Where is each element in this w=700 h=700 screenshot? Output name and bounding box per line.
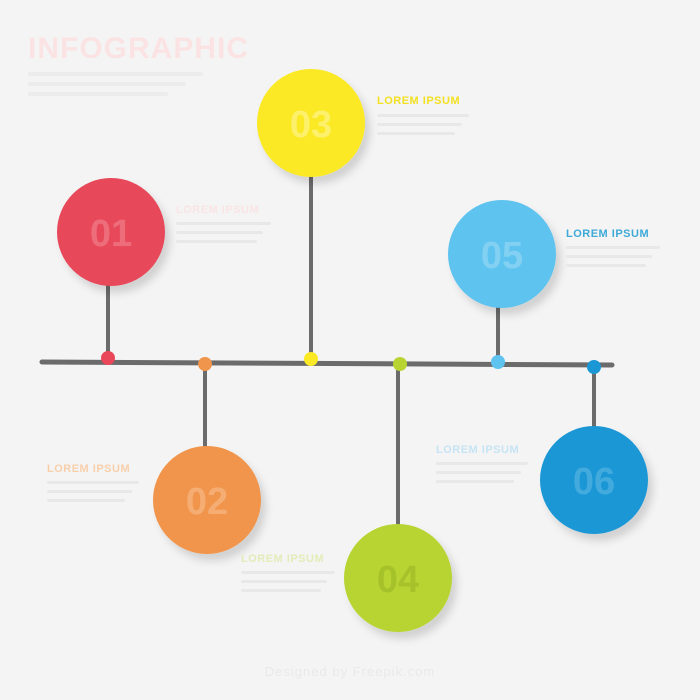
timeline-axis [39,359,615,368]
axis-dot-03 [304,352,318,366]
step-05-label: LOREM IPSUM [566,228,650,240]
step-03-label: LOREM IPSUM [377,95,461,107]
step-04-number: 04 [377,559,419,601]
step-02-number: 02 [186,481,228,523]
axis-dot-06 [587,360,601,374]
step-03-number: 03 [290,104,332,146]
title-placeholder-text [28,72,203,102]
step-02-label: LOREM IPSUM [47,463,131,475]
step-04-label: LOREM IPSUM [241,553,325,565]
step-05-number: 05 [481,235,523,277]
step-03-circle [257,69,365,177]
step-06-number: 06 [573,461,615,503]
axis-dot-05 [491,355,505,369]
step-05-circle [448,200,556,308]
step-03-node: 03 [257,69,365,177]
step-02-node: 02 [153,446,261,554]
step-02-circle [153,446,261,554]
axis-dot-01 [101,351,115,365]
step-04-circle [344,524,452,632]
step-01-number: 01 [90,213,132,255]
footer-credit: Designed by Freepik.com [264,664,436,679]
step-01-text [176,222,271,249]
axis-dot-02 [198,357,212,371]
step-05-text [566,246,660,273]
step-01-label: LOREM IPSUM [176,204,260,216]
step-01-node: 01 [57,178,165,286]
step-05-node: 05 [448,200,556,308]
step-06-text [436,462,528,489]
step-01-circle [57,178,165,286]
step-06-label: LOREM IPSUM [436,444,520,456]
step-06-node: 06 [540,426,648,534]
step-04-node: 04 [344,524,452,632]
step-06-circle [540,426,648,534]
infographic-title: INFOGRAPHIC [28,32,249,65]
axis-dot-04 [393,357,407,371]
step-02-text [47,481,139,508]
step-03-text [377,114,469,141]
step-04-text [241,571,335,598]
